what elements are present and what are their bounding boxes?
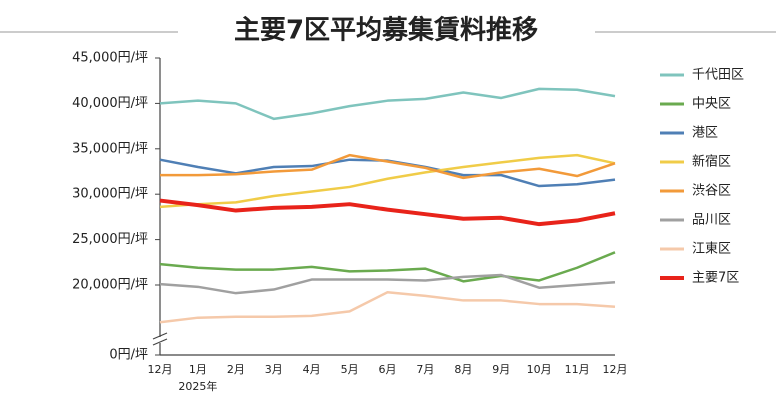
axis-break bbox=[152, 338, 168, 346]
axis-break-gap bbox=[154, 337, 166, 343]
series-line bbox=[159, 153, 616, 209]
legend-label: 港区 bbox=[692, 126, 718, 141]
series-line bbox=[159, 273, 616, 295]
x-tick-label: 3月 bbox=[265, 363, 283, 376]
x-tick-label: 8月 bbox=[454, 363, 472, 376]
x-tick-label: 6月 bbox=[379, 363, 397, 376]
x-tick-label: 11月 bbox=[565, 363, 590, 376]
legend-label: 千代田区 bbox=[692, 68, 744, 83]
legend-label: 江東区 bbox=[692, 241, 731, 257]
series-line bbox=[159, 87, 616, 121]
x-tick-label: 12月 bbox=[148, 363, 173, 376]
x-tick-label: 1月 bbox=[189, 363, 207, 376]
legend-label: 中央区 bbox=[692, 97, 731, 112]
y-tick-label: 20,000円/坪 bbox=[72, 278, 148, 293]
axis-break bbox=[152, 332, 168, 340]
series-line bbox=[159, 198, 616, 227]
x-tick-label: 5月 bbox=[341, 363, 359, 376]
y-tick-label: 30,000円/坪 bbox=[72, 187, 148, 202]
series-line bbox=[160, 153, 616, 180]
y-tick-label: 45,000円/坪 bbox=[72, 51, 148, 66]
legend-label: 主要7区 bbox=[692, 271, 739, 286]
y-tick-label: 25,000円/坪 bbox=[72, 232, 148, 247]
y-tick-label: 0円/坪 bbox=[109, 348, 148, 363]
legend-label: 渋谷区 bbox=[692, 184, 731, 199]
y-tick-label: 40,000円/坪 bbox=[72, 96, 148, 111]
y-tick-label: 35,000円/坪 bbox=[72, 141, 148, 156]
x-tick-label: 9月 bbox=[492, 363, 510, 376]
x-tick-label: 7月 bbox=[416, 363, 434, 376]
year-label: 2025年 bbox=[178, 379, 217, 393]
legend-label: 品川区 bbox=[692, 213, 731, 228]
legend-label: 新宿区 bbox=[692, 154, 731, 170]
series-line bbox=[159, 251, 616, 283]
x-tick-label: 10月 bbox=[527, 363, 552, 376]
series-line bbox=[159, 291, 616, 324]
x-tick-label: 2月 bbox=[227, 363, 245, 376]
series-line bbox=[159, 158, 616, 188]
chart-title: 主要7区平均募集賃料推移 bbox=[234, 15, 538, 46]
x-tick-label: 12月 bbox=[603, 363, 628, 376]
x-tick-label: 4月 bbox=[303, 363, 321, 376]
